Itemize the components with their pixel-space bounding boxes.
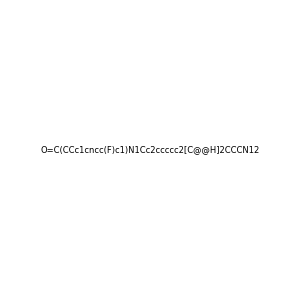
Text: O=C(CCc1cncc(F)c1)N1Cc2ccccc2[C@@H]2CCCN12: O=C(CCc1cncc(F)c1)N1Cc2ccccc2[C@@H]2CCCN… <box>40 146 260 154</box>
